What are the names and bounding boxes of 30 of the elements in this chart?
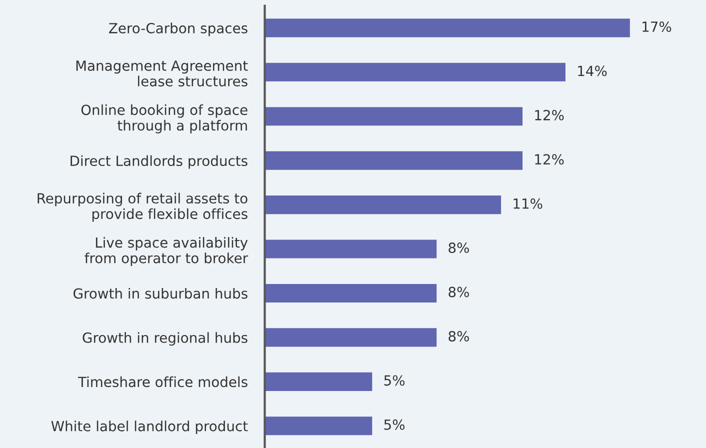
data-label: 12%: [535, 154, 564, 165]
bar: [264, 416, 372, 436]
bar: [264, 372, 372, 391]
data-label: 5%: [384, 419, 405, 430]
data-label: 8%: [448, 286, 469, 298]
bar: [264, 240, 437, 258]
bar: [264, 196, 502, 214]
y-tick-label: Growth in suburban hubs: [74, 288, 248, 299]
data-label: 12%: [535, 110, 564, 120]
y-tick-label: Management Agreement lease structures: [76, 60, 248, 86]
bar: [264, 284, 437, 303]
y-tick-label: Live space availability from operator to broker: [84, 237, 248, 266]
data-label: 5%: [384, 375, 405, 386]
data-label: 8%: [448, 242, 469, 254]
y-tick-label: Direct Landlords products: [70, 155, 248, 169]
y-tick-label: Timeshare office models: [78, 376, 248, 388]
data-label: 8%: [448, 330, 469, 342]
bar: [264, 18, 630, 38]
y-tick-label: Repurposing of retail assets to provide flexible offices: [38, 192, 248, 222]
data-label: 17%: [642, 21, 672, 32]
bar: [264, 151, 523, 170]
bar: [264, 107, 523, 126]
bar: [264, 62, 566, 82]
y-tick-label: Growth in regional hubs: [82, 332, 248, 346]
y-tick-label: White label landlord product: [51, 420, 248, 434]
bar: [264, 328, 437, 347]
data-label: 11%: [514, 198, 542, 209]
y-tick-label: Zero-Carbon spaces: [109, 22, 248, 36]
y-tick-label: Online booking of space through a platform: [81, 104, 248, 134]
data-label: 14%: [578, 66, 607, 76]
